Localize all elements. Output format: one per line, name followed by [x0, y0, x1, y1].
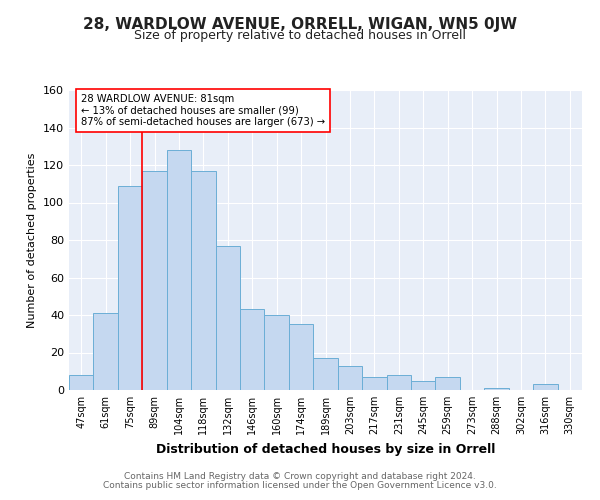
Bar	[142, 170, 167, 390]
Text: 28, WARDLOW AVENUE, ORRELL, WIGAN, WN5 0JW: 28, WARDLOW AVENUE, ORRELL, WIGAN, WN5 0…	[83, 18, 517, 32]
Bar	[386, 375, 411, 390]
Bar	[289, 324, 313, 390]
Text: Contains HM Land Registry data © Crown copyright and database right 2024.: Contains HM Land Registry data © Crown c…	[124, 472, 476, 481]
Y-axis label: Number of detached properties: Number of detached properties	[28, 152, 37, 328]
Text: Size of property relative to detached houses in Orrell: Size of property relative to detached ho…	[134, 29, 466, 42]
Bar	[265, 315, 289, 390]
Bar	[411, 380, 436, 390]
Bar	[436, 377, 460, 390]
Bar	[362, 377, 386, 390]
Bar	[313, 358, 338, 390]
Bar	[69, 375, 94, 390]
Bar	[94, 313, 118, 390]
Bar	[533, 384, 557, 390]
X-axis label: Distribution of detached houses by size in Orrell: Distribution of detached houses by size …	[156, 442, 495, 456]
Bar	[484, 388, 509, 390]
Bar	[191, 170, 215, 390]
Bar	[215, 246, 240, 390]
Bar	[118, 186, 142, 390]
Bar	[240, 310, 265, 390]
Text: 28 WARDLOW AVENUE: 81sqm
← 13% of detached houses are smaller (99)
87% of semi-d: 28 WARDLOW AVENUE: 81sqm ← 13% of detach…	[81, 94, 325, 127]
Text: Contains public sector information licensed under the Open Government Licence v3: Contains public sector information licen…	[103, 481, 497, 490]
Bar	[338, 366, 362, 390]
Bar	[167, 150, 191, 390]
